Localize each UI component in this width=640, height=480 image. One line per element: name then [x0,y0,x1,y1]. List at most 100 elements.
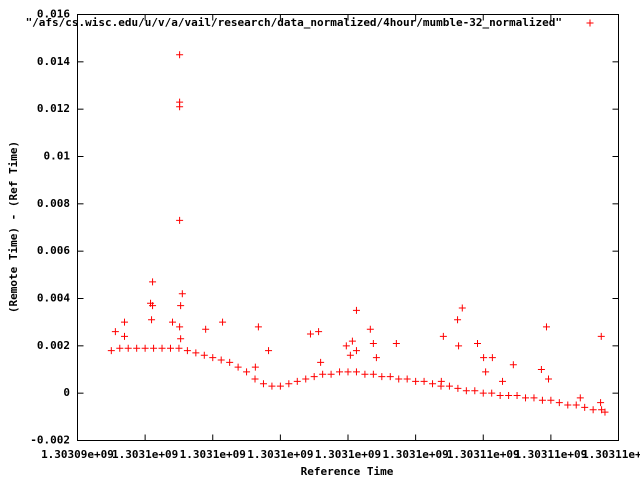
point [439,332,447,340]
point [537,366,545,373]
point [555,399,563,407]
point [482,368,490,376]
point [116,344,124,352]
point [429,380,437,388]
point [166,344,174,352]
point [352,368,360,376]
point [597,332,605,340]
point [254,323,262,331]
point [403,375,411,383]
point [522,394,530,402]
point [386,373,394,381]
y-tick-label: 0.006 [37,244,70,257]
x-tick-label: 1.3031e+09 [247,448,313,461]
point [471,387,479,395]
point [455,342,463,350]
point [509,361,517,369]
point [589,406,597,414]
point [169,318,177,326]
point [251,375,259,383]
point [319,370,327,378]
point [597,399,605,407]
point [200,351,208,359]
point [420,377,428,385]
point [601,408,609,416]
point [219,318,227,326]
point [183,347,191,355]
point [392,339,400,347]
point [176,216,184,224]
y-tick-label: 0.008 [37,197,70,210]
point [327,370,335,378]
point [177,302,185,310]
point [293,377,301,385]
point [445,382,453,390]
x-tick-label: 1.3031e+09 [180,448,246,461]
point [342,342,350,350]
x-axis-label: Reference Time [301,465,394,478]
point [175,344,183,352]
point [499,377,507,385]
plot-frame [77,14,619,441]
point [107,347,115,355]
point [346,351,354,359]
point [111,328,119,336]
point [265,347,273,355]
point [178,290,186,298]
y-tick-label: -0.002 [30,434,70,447]
point [572,401,580,409]
point [209,354,217,362]
point [133,344,141,352]
point [372,354,380,362]
point [158,344,166,352]
point [148,316,156,324]
point [315,328,323,336]
point [149,278,157,286]
y-tick-label: 0.016 [37,8,70,21]
y-tick-label: 0.002 [37,339,70,352]
point [369,370,377,378]
point [176,323,184,331]
point [513,392,521,400]
y-tick-label: 0.01 [44,150,71,163]
point [505,392,513,400]
point [581,403,589,411]
point [234,363,242,371]
point [302,375,310,383]
point [149,302,157,310]
point [176,103,184,111]
point [462,387,470,395]
point [366,325,374,333]
point [454,316,462,324]
point [141,344,149,352]
x-tick-label: 1.3031e+09 [112,448,178,461]
point [547,396,555,404]
point [395,375,403,383]
point [217,356,225,364]
point [542,323,550,331]
point [538,396,546,404]
point [192,349,200,357]
point [124,344,132,352]
x-tick-label: 1.30311e+09 [447,448,520,461]
point [496,392,504,400]
x-tick-label: 1.3031e+09 [315,448,381,461]
point [259,380,267,388]
point [545,375,553,383]
point [576,394,584,402]
y-tick-label: 0.014 [37,55,70,68]
point [378,373,386,381]
y-tick-label: 0.004 [37,292,70,305]
point [479,389,487,397]
point [120,332,128,340]
point [352,347,360,355]
point [251,363,259,371]
point [310,373,318,381]
point [488,354,496,362]
point [530,394,538,402]
x-tick-label: 1.30309e+09 [41,448,114,461]
point [488,389,496,397]
point [176,51,184,59]
point [474,339,482,347]
